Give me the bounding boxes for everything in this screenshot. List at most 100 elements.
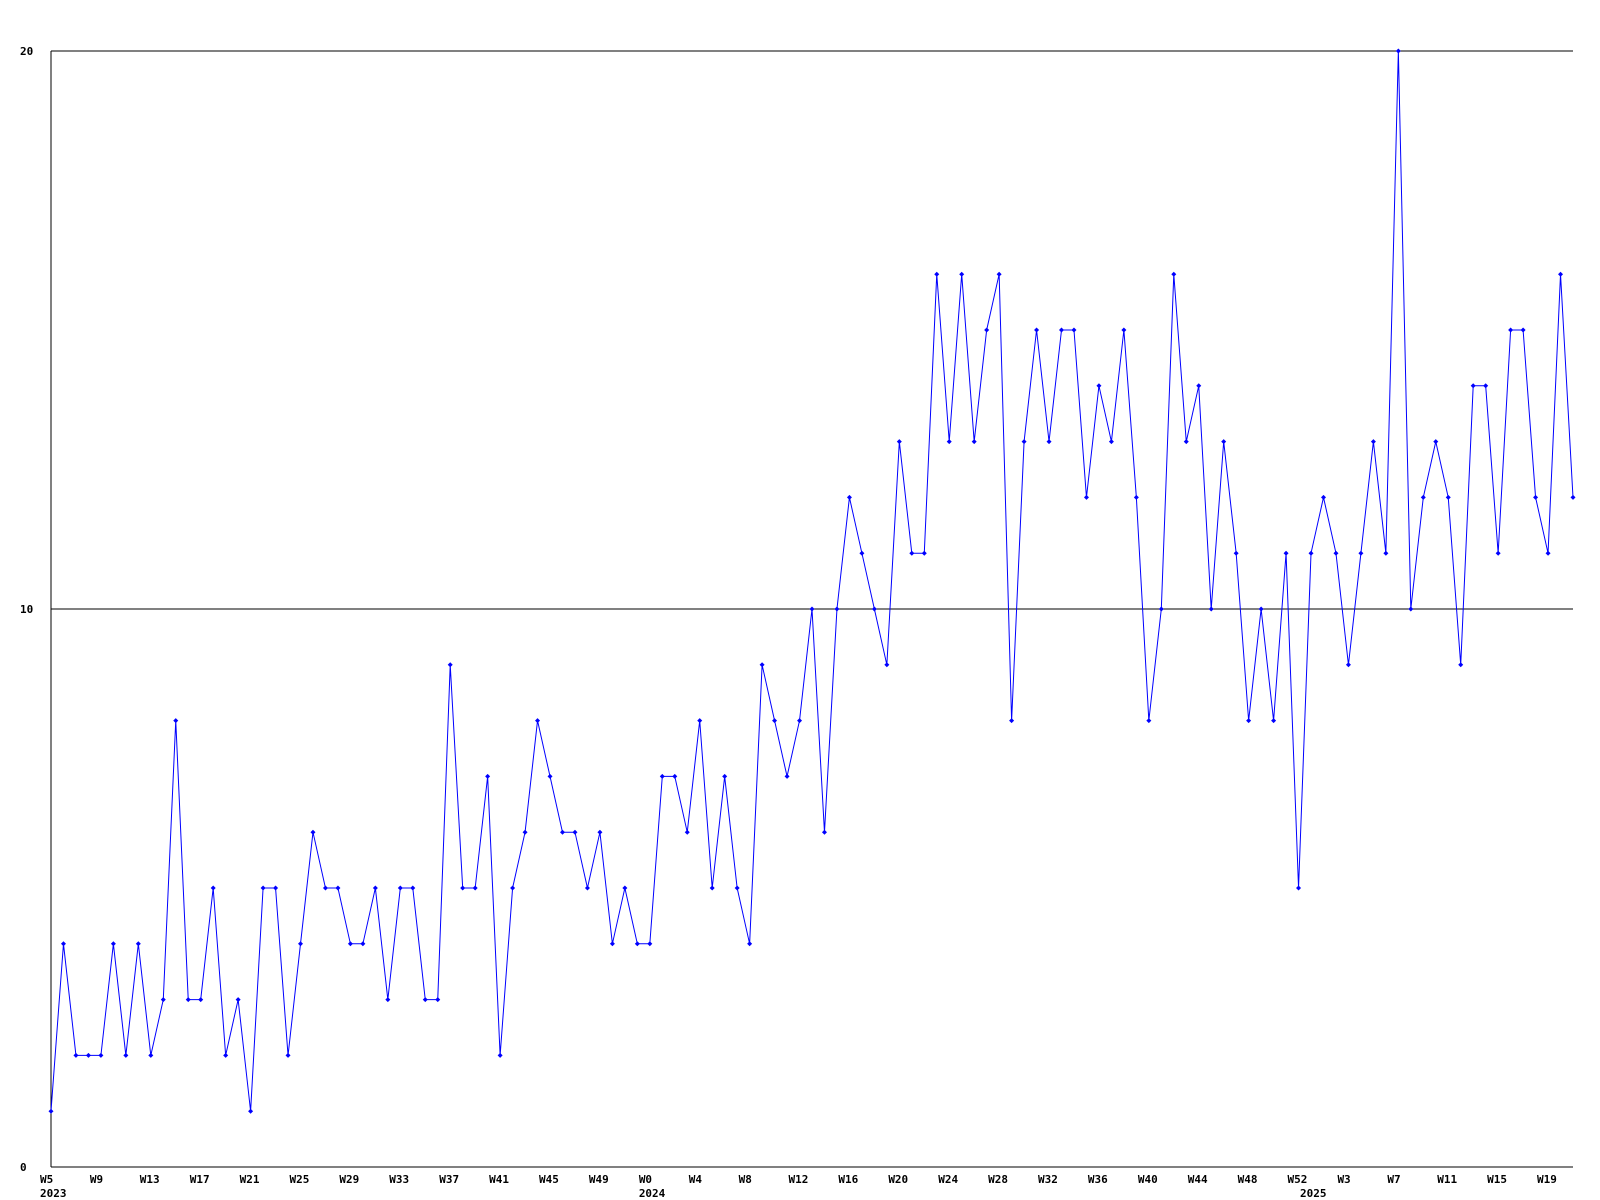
data-point [921, 550, 927, 556]
data-point [609, 941, 615, 947]
data-point [1221, 439, 1227, 445]
data-point [909, 550, 915, 556]
data-point [1508, 327, 1514, 333]
data-point [1570, 494, 1576, 500]
x-tick-label: W3 [1337, 1173, 1350, 1186]
data-point [1333, 550, 1339, 556]
data-point [1121, 327, 1127, 333]
data-point [709, 885, 715, 891]
data-point [322, 885, 328, 891]
data-point [85, 1052, 91, 1058]
x-tick-label: W44 [1188, 1173, 1208, 1186]
x-tick-label: W16 [838, 1173, 858, 1186]
x-tick-label: W20 [888, 1173, 908, 1186]
data-point [210, 885, 216, 891]
data-point [1021, 439, 1027, 445]
x-tick-label: W41 [489, 1173, 509, 1186]
x-tick-label: W0 [639, 1173, 652, 1186]
x-tick-label: W9 [90, 1173, 103, 1186]
data-point [223, 1052, 229, 1058]
data-point [772, 718, 778, 724]
data-point [1283, 550, 1289, 556]
data-point [846, 494, 852, 500]
data-point [784, 773, 790, 779]
x-tick-label: W17 [190, 1173, 210, 1186]
data-point [123, 1052, 129, 1058]
data-point [659, 773, 665, 779]
x-tick-label: W37 [439, 1173, 459, 1186]
x-tick-label: W29 [339, 1173, 359, 1186]
data-point [1133, 494, 1139, 500]
x-tick-label: W21 [240, 1173, 260, 1186]
data-point [1383, 550, 1389, 556]
data-point [1495, 550, 1501, 556]
data-point [1208, 606, 1214, 612]
data-point [198, 997, 204, 1003]
data-point [871, 606, 877, 612]
x-tick-label: W24 [938, 1173, 958, 1186]
year-label: 2023 [40, 1187, 67, 1200]
data-point [1445, 494, 1451, 500]
data-point [1545, 550, 1551, 556]
data-point [485, 773, 491, 779]
data-point [1233, 550, 1239, 556]
data-point [884, 662, 890, 668]
data-point [135, 941, 141, 947]
data-point [1470, 383, 1476, 389]
y-tick-label: 10 [20, 603, 33, 616]
data-point [1046, 439, 1052, 445]
data-point [1296, 885, 1302, 891]
y-tick-label: 0 [20, 1161, 27, 1174]
data-point [73, 1052, 79, 1058]
data-point [1520, 327, 1526, 333]
data-point [1533, 494, 1539, 500]
data-point [472, 885, 478, 891]
year-label: 2024 [639, 1187, 666, 1200]
data-point [734, 885, 740, 891]
data-point [497, 1052, 503, 1058]
data-point [447, 662, 453, 668]
data-point [946, 439, 952, 445]
x-tick-label: W4 [689, 1173, 703, 1186]
data-point [759, 662, 765, 668]
x-tick-label: W49 [589, 1173, 609, 1186]
data-point [996, 271, 1002, 277]
data-point [1395, 48, 1401, 54]
data-point [971, 439, 977, 445]
data-point [1271, 718, 1277, 724]
data-point [285, 1052, 291, 1058]
data-point [1183, 439, 1189, 445]
data-point [422, 997, 428, 1003]
data-point [1158, 606, 1164, 612]
data-point [372, 885, 378, 891]
y-tick-label: 20 [20, 45, 33, 58]
data-point [1258, 606, 1264, 612]
x-tick-label: W13 [140, 1173, 160, 1186]
data-point [435, 997, 441, 1003]
data-point [410, 885, 416, 891]
data-point [535, 718, 541, 724]
data-point [148, 1052, 154, 1058]
x-tick-label: W36 [1088, 1173, 1108, 1186]
data-point [1308, 550, 1314, 556]
data-point [1558, 271, 1564, 277]
data-point [1246, 718, 1252, 724]
data-point [460, 885, 466, 891]
data-point [1345, 662, 1351, 668]
data-point [1408, 606, 1414, 612]
data-point [173, 718, 179, 724]
data-point [1420, 494, 1426, 500]
x-tick-label: W45 [539, 1173, 559, 1186]
data-point [959, 271, 965, 277]
data-point [1108, 439, 1114, 445]
data-point [235, 997, 241, 1003]
data-point [747, 941, 753, 947]
data-point [809, 606, 815, 612]
data-point [1059, 327, 1065, 333]
data-point [1146, 718, 1152, 724]
data-point [1483, 383, 1489, 389]
data-point [110, 941, 116, 947]
data-point [310, 829, 316, 835]
data-point [684, 829, 690, 835]
